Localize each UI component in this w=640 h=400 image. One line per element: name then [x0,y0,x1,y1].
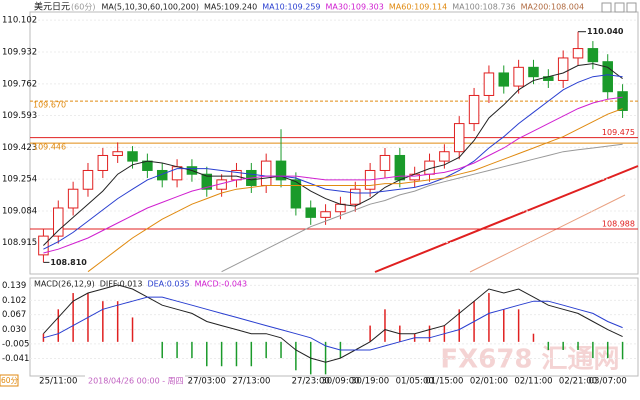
ma-line [43,96,623,254]
ma-legend: MA(5,10,30,60,100,200) [101,3,199,12]
ma-legend: MA60:109.114 [389,3,447,12]
x-tick-label: 30/09:00 [321,377,359,387]
tooltip-box [85,375,185,386]
x-tick-label: 30/19:00 [351,377,389,387]
min-label: 108.810 [50,258,87,267]
ma-line [87,108,623,273]
macd-title: MACD(26,12,9) [34,280,95,289]
candle-body [305,207,316,218]
candle-body [498,72,510,87]
y-tick-label: 110.102 [2,16,37,26]
candle-body [142,160,153,171]
x-tick-label: 27/03:00 [188,377,226,387]
candle-body [439,151,450,162]
level-label: 109.475 [602,128,635,137]
macd-legend: DIFF:0.013 [100,280,143,289]
candle-body [350,188,361,205]
candle-body [97,154,109,171]
x-tick-label: 27/13:00 [232,377,270,387]
ma-legend: MA30:109.303 [326,3,384,12]
trend-line [374,165,639,273]
candle-body [67,188,79,209]
x-tick-label: 02/11:00 [514,377,552,387]
diff-line [43,284,623,363]
dea-line [43,296,623,351]
y-tick-label: 109.423 [2,143,37,153]
icon[interactable] [601,2,612,13]
y-tick-label: 109.084 [2,206,37,216]
candle-body [513,66,524,87]
layer: FX678 汇通网110.102109.932109.762109.593109… [0,1,638,387]
x-tick-label: 01/05:00 [396,377,434,387]
ma-line [221,143,623,273]
ma-legend: MA100:108.736 [452,3,515,12]
x-tick-label: 03/07:00 [589,377,627,387]
y-tick-label: 109.254 [2,175,37,185]
candle-body [320,211,331,218]
y-tick-label: 0.067 [2,310,26,320]
ma-legend: MA5:109.240 [204,3,257,12]
period-tag-box [0,374,19,387]
x-tick-label: 02/21:00 [559,377,597,387]
y-tick-label: -0.005 [2,339,29,349]
level-label: 109.446 [33,143,66,152]
period: (60分) [71,3,95,12]
macd-legend: DEA:0.035 [147,280,189,289]
candle-body [483,72,495,96]
candle-body [275,160,287,181]
candle-body [53,207,64,237]
y-tick-label: 108.915 [2,238,37,248]
y-tick-label: 0.030 [2,325,26,335]
ma-line [43,74,623,250]
y-tick-label: 0.102 [2,296,26,306]
candle-body [82,169,94,190]
candle-body [260,160,272,186]
candle-body [112,151,123,156]
trend-line-thin [469,194,626,273]
title: 美元日元 [34,1,70,13]
candle-body [528,66,539,78]
icon[interactable] [626,2,637,13]
candle-body [453,123,465,153]
candle-body [379,154,391,171]
x-tick-label: 01/15:00 [425,377,463,387]
y-tick-label: 109.762 [2,79,37,89]
candle-body [617,91,628,111]
tooltip: 2018/04/26 00:00 - 周四 [88,377,184,386]
ma-line [43,63,623,246]
candle-body [335,203,346,213]
watermark: FX678 汇通网 [440,345,619,375]
icon[interactable] [614,2,625,13]
ma-legend: MA10:109.259 [262,3,320,12]
candle-body [557,57,569,81]
level-label: 108.988 [602,219,635,228]
candle-body [156,169,168,181]
candle-body [572,48,584,59]
y-tick-label: 109.932 [2,47,37,57]
y-tick-label: 109.593 [2,111,37,121]
x-tick-label: 27/23:00 [292,377,330,387]
x-tick-label: 02/01:00 [470,377,508,387]
candle-body [602,61,613,93]
macd-legend: MACD:-0.043 [195,280,247,289]
candle-body [201,173,213,190]
x-tick-label: 25/11:00 [39,377,77,387]
ma-legend: MA200:108.004 [521,3,584,12]
candle-body [587,48,599,63]
candle-body [127,151,138,162]
max-label: 110.040 [587,27,624,36]
y-tick-label: -0.041 [2,354,29,364]
macd-panel [29,277,639,377]
y-tick-label: 0.139 [2,281,26,291]
period-tag: 60分 [1,376,19,385]
level-label: 109.670 [33,101,66,110]
candle-body [290,179,302,209]
candle-body [468,94,480,125]
